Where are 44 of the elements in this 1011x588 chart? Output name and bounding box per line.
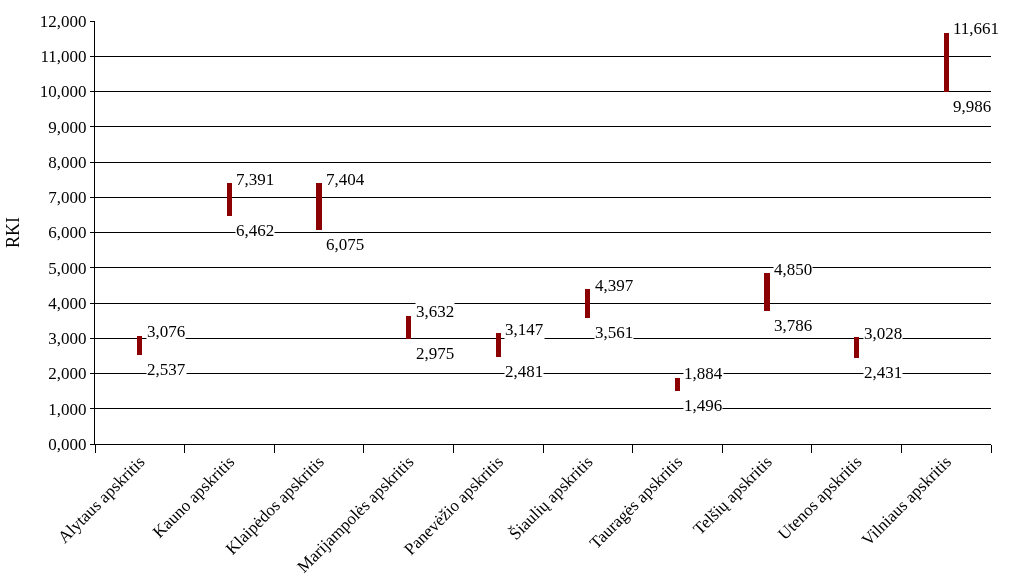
y-axis-title: RKI: [3, 217, 24, 248]
annotation: 11,661: [953, 19, 1000, 38]
y-tick-label: 10,000: [39, 82, 87, 102]
bar: [764, 273, 770, 311]
annotation: 2,481: [505, 362, 544, 381]
y-tick-label: 3,000: [48, 329, 87, 349]
annotation: 7,391: [236, 170, 275, 189]
annotation: 6,462: [236, 221, 275, 240]
y-tick-label: 11,000: [40, 47, 87, 67]
annotation: 3,561: [595, 323, 634, 342]
y-tick-label: 12,000: [39, 11, 87, 31]
annotation: 3,147: [505, 320, 544, 339]
annotation: 4,397: [595, 276, 634, 295]
bar: [496, 333, 501, 357]
y-tick-label: 7,000: [48, 188, 87, 208]
y-tick-label: 0,000: [48, 434, 87, 454]
annotation: 1,496: [684, 396, 723, 415]
bar: [137, 336, 142, 355]
bar: [227, 183, 232, 216]
annotation: 9,986: [953, 97, 992, 116]
annotation: 6,075: [326, 235, 365, 254]
bar: [585, 289, 590, 318]
y-tick-label: 9,000: [48, 117, 87, 137]
annotation: 2,431: [864, 363, 903, 382]
y-tick-label: 8,000: [48, 152, 87, 172]
bar: [854, 337, 859, 358]
bar: [944, 33, 949, 92]
annotation: 3,632: [416, 302, 455, 321]
y-tick-label: 2,000: [48, 364, 87, 384]
annotation: 2,975: [416, 344, 455, 363]
annotation: 7,404: [326, 170, 365, 189]
annotation: 3,028: [864, 324, 903, 343]
annotation: 1,884: [684, 364, 723, 383]
annotation: 4,850: [774, 260, 813, 279]
bar: [675, 378, 680, 391]
y-tick-label: 5,000: [48, 258, 87, 278]
y-tick-label: 4,000: [48, 293, 87, 313]
annotation: 2,537: [147, 360, 186, 379]
annotation: 3,076: [147, 322, 186, 341]
y-tick-label: 6,000: [48, 223, 87, 243]
bar: [316, 183, 322, 230]
bar: [406, 316, 411, 339]
y-tick-label: 1,000: [48, 399, 87, 419]
annotation: 3,786: [774, 316, 813, 335]
